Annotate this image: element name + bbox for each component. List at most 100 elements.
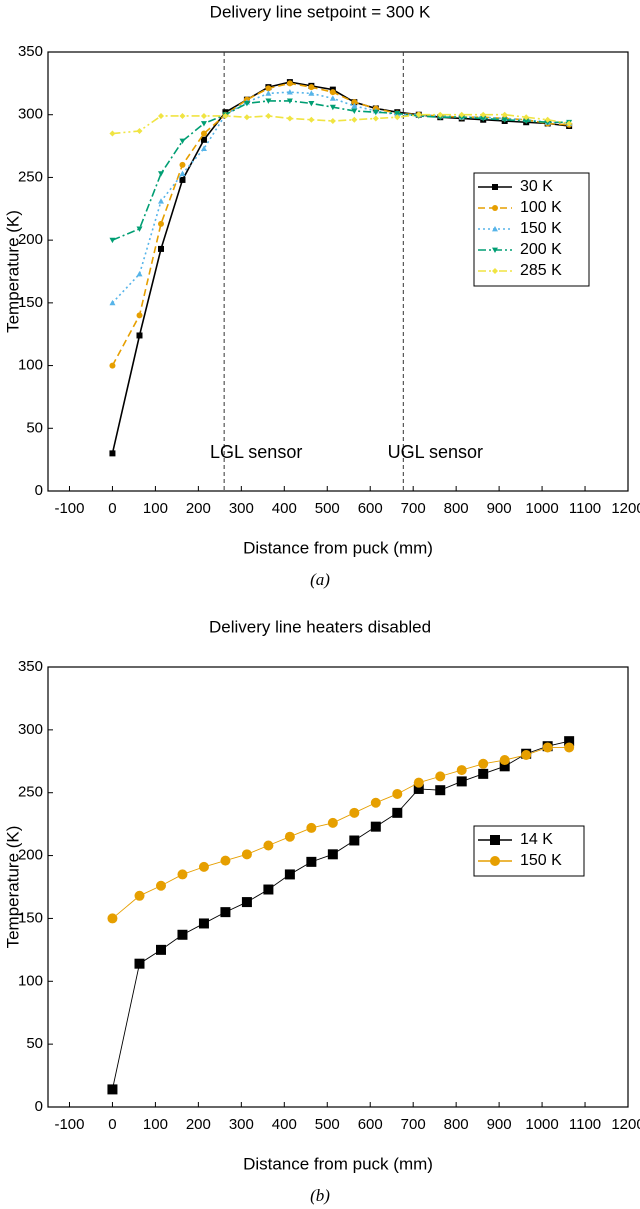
y-tick-label: 100: [18, 357, 43, 374]
y-tick-label: 50: [26, 419, 43, 436]
plot-frame: [47, 666, 629, 1108]
marker: [564, 742, 575, 753]
marker: [157, 220, 164, 227]
marker: [329, 89, 336, 96]
series-line: [112, 740, 570, 1090]
y-tick-label: 300: [18, 106, 43, 123]
y-tick-label: 0: [35, 1098, 43, 1115]
x-tick-label: 1000: [525, 500, 558, 517]
marker: [286, 80, 293, 87]
marker: [478, 758, 489, 769]
marker: [157, 171, 164, 177]
marker: [456, 776, 467, 787]
marker: [437, 111, 444, 118]
x-tick-label: 500: [315, 1116, 340, 1133]
marker: [492, 205, 498, 211]
marker: [200, 136, 207, 143]
x-axis-label: Distance from puck (mm): [243, 1154, 433, 1173]
legend-label: 285 K: [520, 262, 562, 279]
x-tick-label: 500: [315, 500, 340, 517]
marker: [179, 138, 186, 145]
chart-title: Delivery line heaters disabled: [209, 617, 431, 636]
caption: (b): [310, 1186, 330, 1205]
marker: [179, 112, 186, 119]
marker: [109, 299, 116, 306]
y-tick-label: 150: [18, 909, 43, 926]
x-tick-label: -100: [54, 1116, 84, 1133]
marker: [109, 130, 116, 137]
marker: [349, 835, 360, 846]
y-tick-label: 0: [35, 482, 43, 499]
annotation: UGL sensor: [388, 442, 483, 462]
y-tick-label: 350: [18, 43, 43, 60]
marker: [136, 226, 143, 232]
y-axis-label: Temperature (K): [3, 826, 22, 949]
series-line: [111, 91, 570, 304]
series-line: [112, 113, 570, 135]
marker: [286, 89, 293, 95]
x-tick-label: 700: [401, 1116, 426, 1133]
marker: [263, 840, 274, 851]
marker: [241, 849, 252, 860]
marker: [308, 101, 315, 107]
marker: [107, 1084, 118, 1095]
marker: [456, 765, 467, 776]
marker: [134, 890, 145, 901]
marker: [220, 907, 231, 918]
marker: [308, 84, 315, 91]
marker: [544, 116, 551, 123]
marker: [179, 161, 186, 168]
marker: [284, 869, 295, 880]
marker: [198, 918, 209, 929]
marker: [521, 750, 532, 760]
marker: [492, 184, 498, 190]
marker: [392, 807, 403, 818]
y-tick-label: 250: [18, 168, 43, 185]
y-tick-label: 250: [18, 784, 43, 801]
marker: [308, 90, 315, 96]
x-tick-label: 100: [143, 1116, 168, 1133]
legend-box: [473, 825, 585, 877]
y-tick-label: 300: [18, 721, 43, 738]
marker: [109, 237, 116, 244]
marker: [370, 821, 381, 832]
y-axis-label: Temperature (K): [3, 210, 22, 333]
series-line: [112, 747, 570, 919]
marker: [413, 777, 424, 788]
legend-label: 100 K: [520, 199, 562, 216]
marker: [177, 929, 188, 940]
marker: [327, 817, 338, 828]
marker: [542, 742, 553, 753]
caption: (a): [310, 570, 330, 589]
x-tick-label: 1100: [569, 500, 601, 517]
marker: [200, 121, 207, 127]
marker: [265, 90, 272, 96]
marker: [286, 115, 293, 122]
legend-label: 14 K: [520, 831, 553, 848]
marker: [200, 130, 207, 137]
marker: [308, 116, 315, 123]
x-tick-label: 1200: [611, 500, 640, 517]
marker: [109, 450, 116, 457]
marker: [372, 109, 379, 116]
marker: [349, 807, 360, 818]
marker: [107, 913, 118, 924]
marker: [134, 958, 145, 969]
series-line: [111, 81, 570, 454]
marker: [136, 128, 143, 135]
marker: [566, 120, 573, 127]
x-tick-label: 200: [186, 1116, 211, 1133]
x-axis-label: Distance from puck (mm): [243, 538, 433, 557]
marker: [286, 98, 293, 104]
marker: [136, 312, 143, 319]
marker: [372, 115, 379, 122]
marker: [155, 944, 166, 955]
y-tick-label: 100: [18, 972, 43, 989]
marker: [523, 118, 530, 124]
x-tick-label: 200: [186, 500, 211, 517]
marker: [220, 855, 231, 866]
marker: [329, 95, 336, 101]
x-tick-label: 800: [444, 500, 469, 517]
y-tick-label: 150: [18, 294, 43, 311]
x-tick-label: 400: [272, 1116, 297, 1133]
